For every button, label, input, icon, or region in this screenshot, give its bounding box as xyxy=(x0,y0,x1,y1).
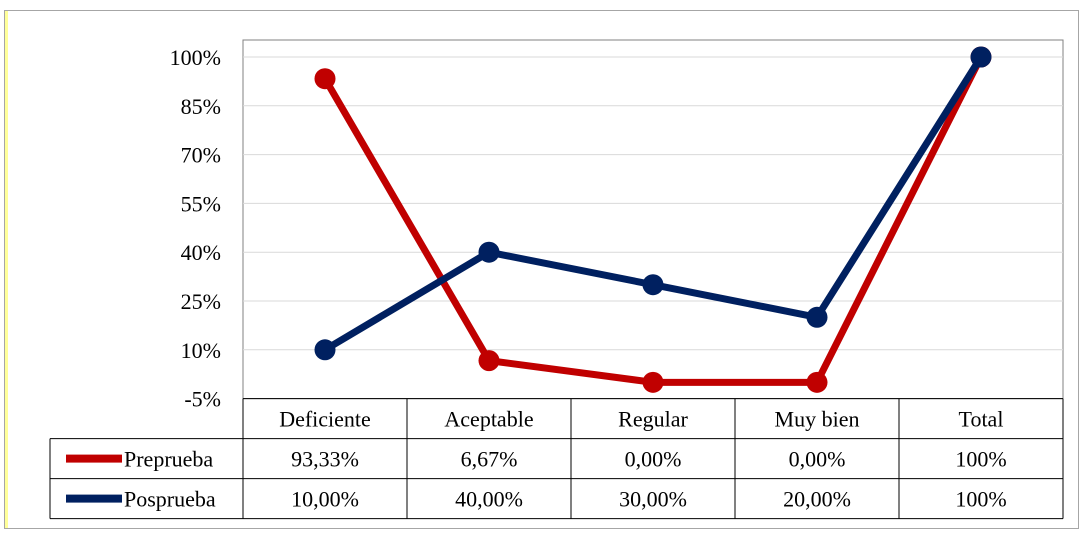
table-value: 10,00% xyxy=(291,487,359,512)
y-tick-label: 10% xyxy=(181,338,221,363)
legend-label-posprueba: Posprueba xyxy=(124,487,216,512)
table-value: 6,67% xyxy=(461,447,518,472)
category-label: Regular xyxy=(618,407,688,432)
y-tick-label: -5% xyxy=(184,387,221,412)
data-point-preprueba xyxy=(478,350,500,372)
category-label: Total xyxy=(959,407,1004,432)
data-point-posprueba xyxy=(806,306,828,328)
table-value: 20,00% xyxy=(783,487,851,512)
table-value: 0,00% xyxy=(625,447,682,472)
table-value: 30,00% xyxy=(619,487,687,512)
data-point-posprueba xyxy=(478,241,500,263)
plot-area-frame xyxy=(242,39,1064,400)
y-tick-label: 55% xyxy=(181,191,221,216)
y-tick-label: 70% xyxy=(181,143,221,168)
legend-swatch-posprueba xyxy=(66,494,122,503)
category-label: Muy bien xyxy=(775,407,860,432)
legend-swatch-preprueba xyxy=(66,454,122,463)
chart-left-accent xyxy=(5,11,8,528)
data-point-preprueba xyxy=(314,68,336,90)
y-tick-label: 40% xyxy=(181,240,221,265)
data-point-preprueba xyxy=(806,371,828,393)
table-value: 100% xyxy=(955,487,1006,512)
legend-label-preprueba: Preprueba xyxy=(124,447,213,472)
table-value: 100% xyxy=(955,447,1006,472)
table-value: 0,00% xyxy=(789,447,846,472)
data-point-posprueba xyxy=(970,46,992,68)
data-point-preprueba xyxy=(642,371,664,393)
data-point-posprueba xyxy=(314,339,336,361)
y-tick-label: 100% xyxy=(170,45,221,70)
table-value: 93,33% xyxy=(291,447,359,472)
y-tick-label: 25% xyxy=(181,289,221,314)
table-value: 40,00% xyxy=(455,487,523,512)
category-label: Deficiente xyxy=(279,407,371,432)
chart-border xyxy=(4,10,1079,529)
y-tick-label: 85% xyxy=(181,94,221,119)
data-point-posprueba xyxy=(642,274,664,296)
category-label: Aceptable xyxy=(444,407,533,432)
